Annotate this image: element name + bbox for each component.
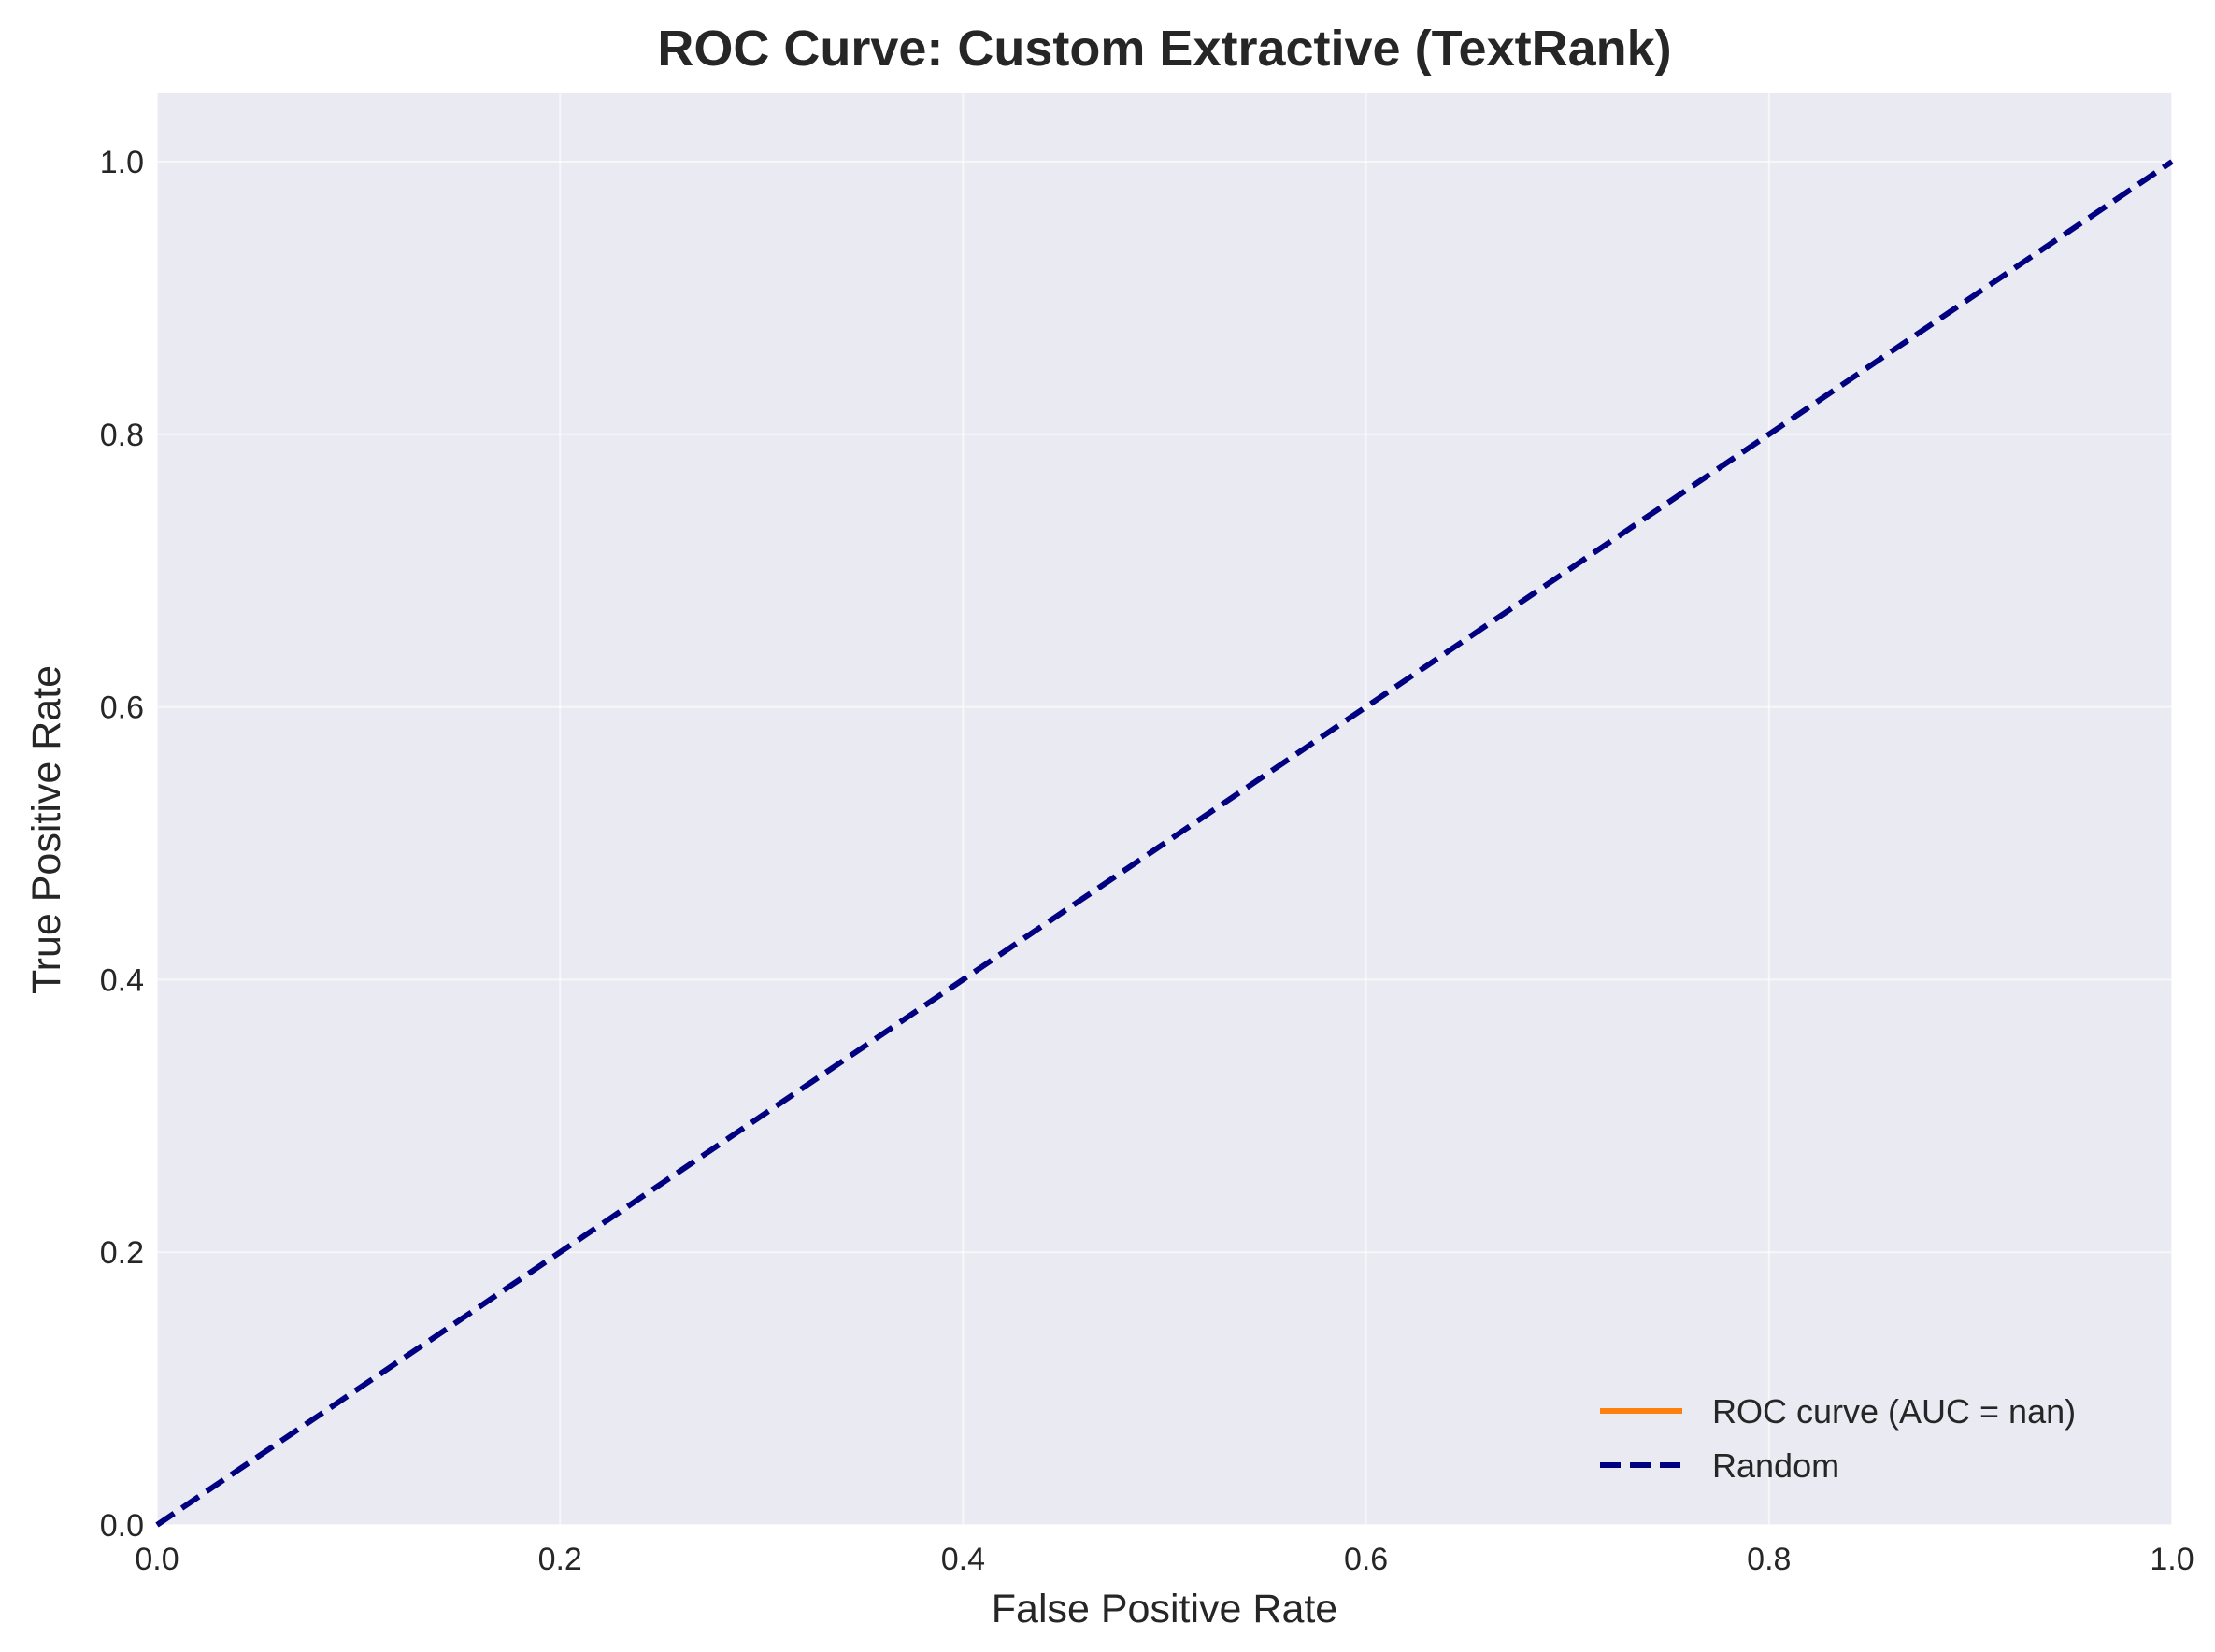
x-tick-label: 1.0 [2150, 1542, 2194, 1577]
chart-title: ROC Curve: Custom Extractive (TextRank) [657, 21, 1671, 77]
y-tick-label: 1.0 [100, 145, 144, 180]
series-layer [155, 159, 2174, 1528]
x-tick-label: 0.6 [1344, 1542, 1388, 1577]
y-tick-label: 0.6 [100, 691, 144, 726]
x-axis-label: False Positive Rate [992, 1587, 1337, 1631]
x-tick-label: 0.4 [941, 1542, 985, 1577]
y-tick-label: 0.8 [100, 418, 144, 453]
y-axis-label: True Positive Rate [24, 665, 69, 994]
x-axis-ticks: 0.0 0.2 0.4 0.6 0.8 1.0 [135, 1542, 2194, 1577]
y-tick-label: 0.4 [100, 962, 144, 998]
series-line-random [155, 159, 2174, 1528]
plot-area [157, 93, 2172, 1525]
y-tick-label: 0.0 [100, 1508, 144, 1544]
legend: ROC curve (AUC = nan) Random [1600, 1392, 2076, 1485]
grid-lines [156, 93, 2173, 1526]
legend-label: ROC curve (AUC = nan) [1712, 1392, 2076, 1431]
x-tick-label: 0.8 [1747, 1542, 1791, 1577]
y-axis-ticks: 0.0 0.2 0.4 0.6 0.8 1.0 [100, 145, 144, 1544]
x-tick-label: 0.2 [538, 1542, 582, 1577]
x-tick-label: 0.0 [135, 1542, 179, 1577]
y-tick-label: 0.2 [100, 1235, 144, 1271]
legend-label: Random [1712, 1446, 1839, 1485]
